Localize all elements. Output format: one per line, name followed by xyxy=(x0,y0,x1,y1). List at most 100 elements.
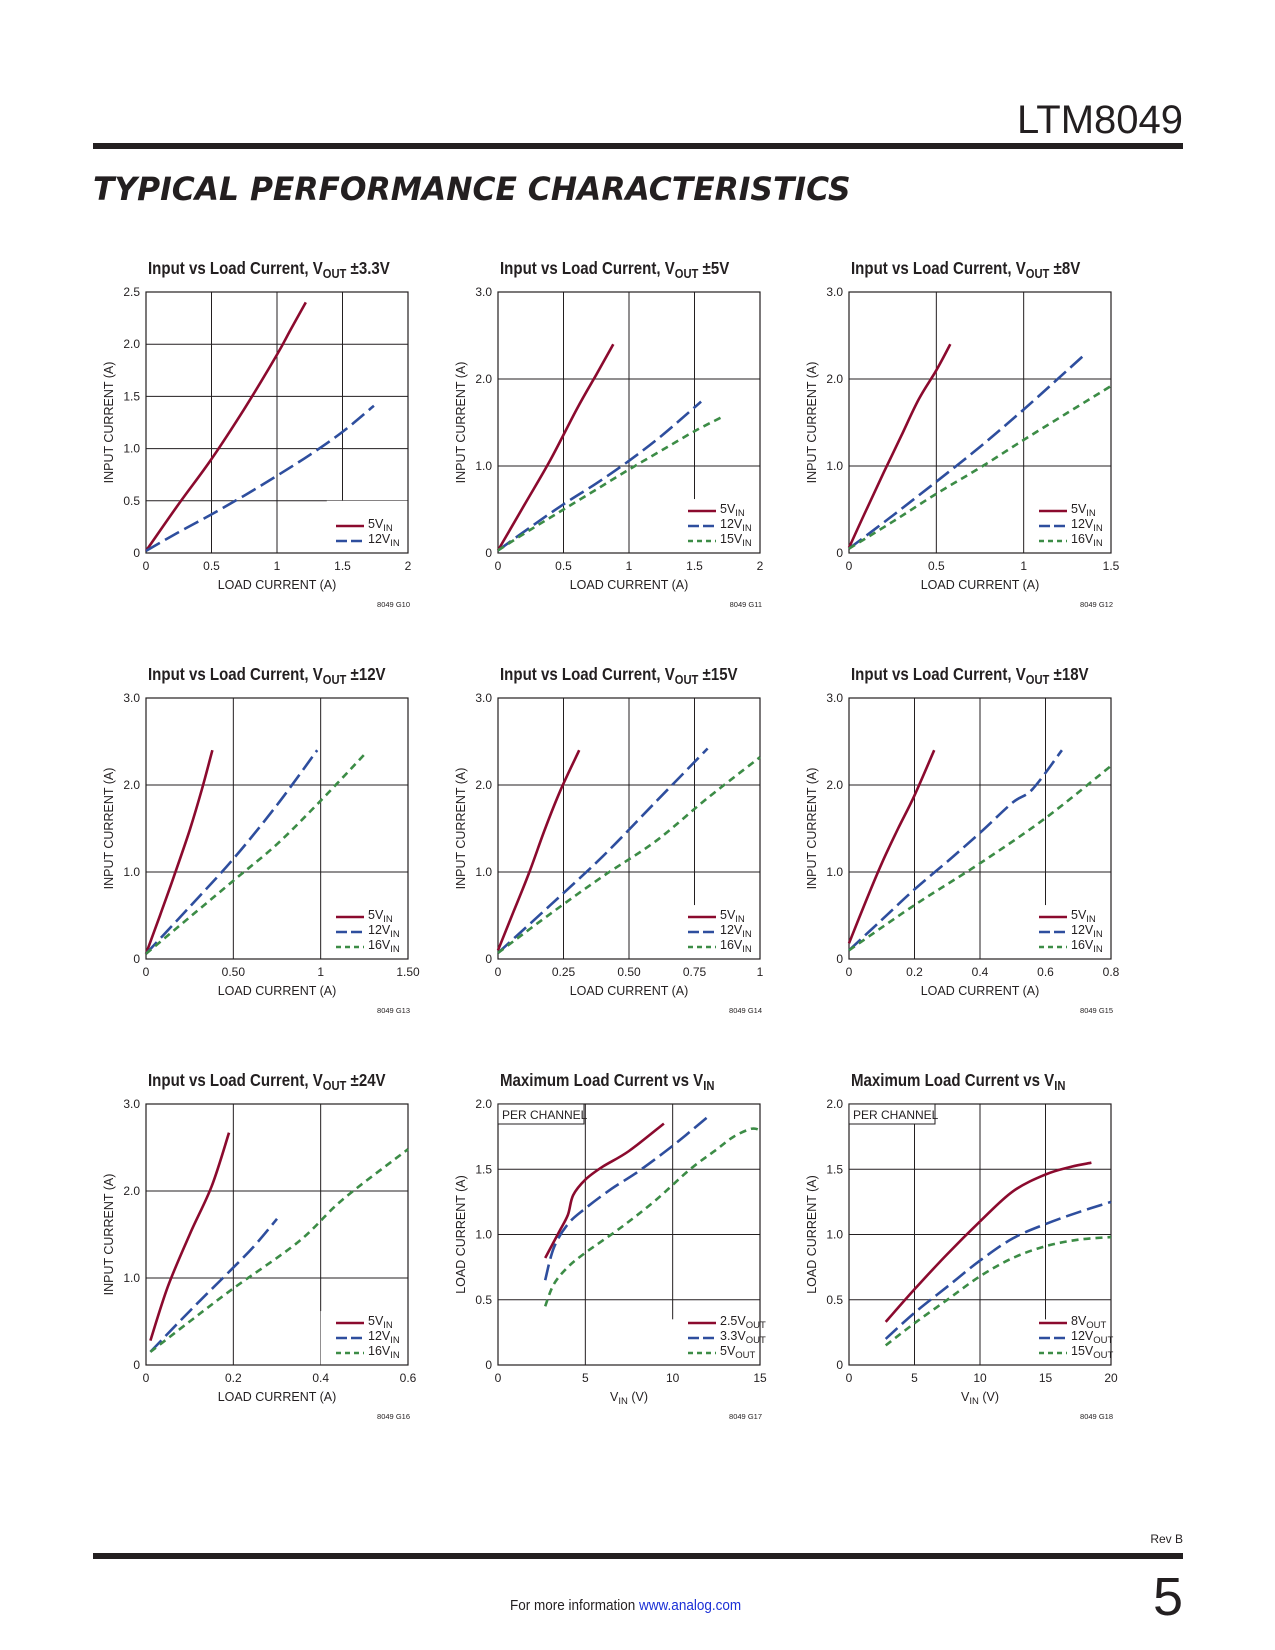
chart-title-main: Input vs Load Current, V xyxy=(148,664,323,684)
x-axis-label: LOAD CURRENT (A) xyxy=(570,984,689,998)
note-label: PER CHANNEL xyxy=(502,1108,588,1122)
y-tick-label: 3.0 xyxy=(123,691,140,705)
series-line-red xyxy=(884,1161,1092,1323)
chart-title: Input vs Load Current, VOUT ±3.3V xyxy=(148,258,390,281)
chart-title-suffix: ±3.3V xyxy=(346,258,390,278)
chart-title: Maximum Load Current vs VIN xyxy=(500,1070,714,1093)
note-box xyxy=(848,1103,936,1125)
y-tick-label: 1.0 xyxy=(123,442,140,456)
series-line-red xyxy=(144,749,214,955)
legend-label-main: 5V xyxy=(1071,502,1087,516)
x-tick-label: 0.5 xyxy=(203,559,220,573)
y-tick-label: 0 xyxy=(836,952,843,966)
legend-label-subscript: IN xyxy=(735,508,745,519)
series-line-green xyxy=(497,756,761,954)
series-line-red xyxy=(847,343,952,549)
legend-label-main: 2.5V xyxy=(720,1314,746,1328)
series-line-blue xyxy=(497,747,709,954)
chart-max-load-vs-vin-a: Maximum Load Current vs VIN 0 5 10 15 0 0.5 1.0… xyxy=(442,1070,802,1450)
x-tick-label: 0.50 xyxy=(222,965,246,979)
x-tick-label: 0.5 xyxy=(928,559,945,573)
y-tick-label: 0 xyxy=(133,1358,140,1372)
figure-code: 8049 G14 xyxy=(729,1006,762,1015)
y-tick-label: 2.0 xyxy=(826,1097,843,1111)
plot-frame xyxy=(145,697,409,960)
x-tick-label: 0 xyxy=(495,559,502,573)
x-axis-label: LOAD CURRENT (A) xyxy=(921,984,1040,998)
plot-frame xyxy=(497,697,761,960)
x-tick-label: 2 xyxy=(405,559,412,573)
chart-max-load-vs-vin-b: Maximum Load Current vs VIN 0 5 10 15 20 0 0.5 1… xyxy=(793,1070,1153,1450)
legend-label-main: 12V xyxy=(368,1329,391,1343)
x-tick-label: 0.25 xyxy=(552,965,576,979)
x-tick-label: 15 xyxy=(1039,1371,1053,1385)
chart-svg: 0 5 10 15 0 0.5 1.0 1.5 2.0 VIN (V) LOAD CURRENT (… xyxy=(454,1097,767,1421)
y-tick-label: 0.5 xyxy=(826,1293,843,1307)
y-tick-label: 1.0 xyxy=(475,1228,492,1242)
legend-background xyxy=(320,1311,408,1365)
legend-label-subscript: IN xyxy=(390,538,400,549)
chart-svg: 0 0.2 0.4 0.6 0 1.0 2.0 3.0 LOAD CURRENT (A) INPU… xyxy=(102,1097,417,1421)
y-axis-label: INPUT CURRENT (A) xyxy=(805,768,819,890)
y-tick-label: 1.0 xyxy=(123,1271,140,1285)
legend-label-main: 16V xyxy=(1071,938,1094,952)
y-tick-label: 0.5 xyxy=(123,494,140,508)
note-label: PER CHANNEL xyxy=(853,1108,939,1122)
series-line-green xyxy=(149,1148,409,1353)
legend-label: 16VIN xyxy=(368,938,400,955)
chart-title: Input vs Load Current, VOUT ±8V xyxy=(851,258,1080,281)
x-tick-label: 20 xyxy=(1104,1371,1118,1385)
page-number: 5 xyxy=(1152,1567,1183,1627)
series-line-red xyxy=(847,749,936,944)
legend-label: 16VIN xyxy=(720,938,752,955)
y-tick-label: 1.0 xyxy=(826,1228,843,1242)
chart-svg: 0 0.5 1 1.5 2 0 1.0 2.0 3.0 LOAD CURRENT (A) INPUT… xyxy=(454,285,764,609)
website-link[interactable]: www.analog.com xyxy=(639,1597,742,1614)
legend-label-subscript: IN xyxy=(1086,508,1096,519)
legend-label-main: 5V xyxy=(720,502,736,516)
plot-frame xyxy=(497,291,761,554)
legend-label-main: 12V xyxy=(368,532,391,546)
y-tick-label: 2.0 xyxy=(123,778,140,792)
y-tick-label: 0 xyxy=(133,952,140,966)
figure-code: 8049 G13 xyxy=(377,1006,410,1015)
series-line-blue xyxy=(884,1200,1112,1340)
y-tick-label: 1.0 xyxy=(123,865,140,879)
x-tick-label: 2 xyxy=(757,559,764,573)
y-tick-label: 3.0 xyxy=(123,1097,140,1111)
chart-title-main: Input vs Load Current, V xyxy=(851,258,1026,278)
x-tick-label: 0.6 xyxy=(1037,965,1054,979)
plot-frame xyxy=(497,1103,761,1366)
y-tick-label: 2.0 xyxy=(123,1184,140,1198)
legend-label: 5VIN xyxy=(720,908,745,925)
x-tick-label: 0.2 xyxy=(906,965,923,979)
y-tick-label: 2.0 xyxy=(475,372,492,386)
footer-info-text: For more information xyxy=(510,1597,640,1614)
legend-label-subscript: IN xyxy=(1093,538,1103,549)
legend-label: 12VIN xyxy=(1071,517,1103,534)
chart-title-main: Input vs Load Current, V xyxy=(148,258,323,278)
y-tick-label: 2.0 xyxy=(826,778,843,792)
x-tick-label: 0 xyxy=(143,965,150,979)
chart-title-subscript: OUT xyxy=(1025,266,1050,281)
x-axis-label-suffix: (V) xyxy=(628,1390,648,1404)
legend-label: 15VIN xyxy=(720,532,752,549)
x-axis-label: LOAD CURRENT (A) xyxy=(218,984,337,998)
legend-label-subscript: IN xyxy=(390,1350,400,1361)
section-title: TYPICAL PERFORMANCE CHARACTERISTICS xyxy=(93,170,851,208)
chart-title-main: Input vs Load Current, V xyxy=(500,258,675,278)
x-axis-label: VIN (V) xyxy=(610,1390,648,1407)
figure-code: 8049 G12 xyxy=(1080,600,1113,609)
legend-background xyxy=(1016,1319,1111,1365)
x-tick-label: 1 xyxy=(274,559,281,573)
chart-title-main: Maximum Load Current vs V xyxy=(500,1070,704,1090)
y-tick-label: 0 xyxy=(485,546,492,560)
series-line-blue xyxy=(145,749,319,955)
y-tick-label: 0 xyxy=(836,1358,843,1372)
x-axis-label-subscript: IN xyxy=(969,1396,979,1407)
chart-title-subscript: IN xyxy=(1054,1078,1066,1093)
legend-label-main: 5V xyxy=(1071,908,1087,922)
chart-input-vs-load-18v: Input vs Load Current, VOUT ±18V 0 0.2 0.4 0… xyxy=(793,664,1153,1044)
chart-svg: 0 0.5 1 1.5 0 1.0 2.0 3.0 LOAD CURRENT (A) INPUT … xyxy=(805,285,1120,609)
y-tick-label: 1.5 xyxy=(123,389,140,403)
